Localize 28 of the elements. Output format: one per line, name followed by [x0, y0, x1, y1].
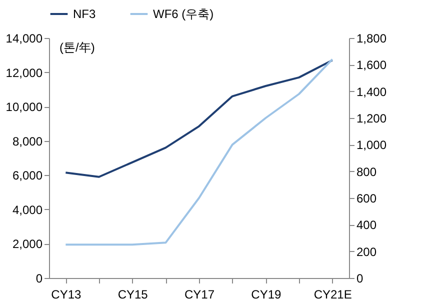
y2-tick-label: 400	[356, 218, 377, 232]
y2-tick-label: 200	[356, 244, 377, 259]
y-tick-label: 14,000	[6, 32, 43, 46]
y-tick-label: 12,000	[6, 66, 43, 80]
x-tick-label: CY19	[251, 288, 282, 302]
x-tick-label: CY15	[118, 288, 148, 302]
y2-tick-label: 0	[356, 272, 364, 286]
y-tick-label: 6,000	[12, 168, 43, 183]
y2-tick-label: 600	[356, 192, 377, 206]
y2-tick-label: 800	[356, 164, 377, 179]
y-tick-label: 10,000	[6, 100, 43, 114]
x-tick-label: CY13	[51, 288, 82, 302]
x-tick-label: CY21E	[314, 288, 352, 302]
line-series	[64, 59, 334, 178]
line-series	[64, 58, 334, 246]
legend-label: WF6 (우축)	[153, 7, 214, 21]
y2-tick-label: 1,000	[356, 138, 387, 152]
x-tick-label: CY17	[184, 288, 215, 302]
y-tick-label: 4,000	[12, 202, 43, 217]
legend-label: NF3	[73, 7, 96, 21]
y-axis-title: (톤/年)	[60, 40, 95, 54]
y2-tick-label: 1,800	[356, 32, 387, 46]
y-tick-label: 2,000	[12, 237, 43, 252]
y2-tick-label: 1,400	[356, 84, 387, 99]
y2-tick-label: 1,600	[356, 58, 387, 72]
y-tick-label: 0	[36, 272, 43, 286]
y-tick-label: 8,000	[12, 134, 43, 148]
y2-tick-label: 1,200	[356, 112, 387, 126]
